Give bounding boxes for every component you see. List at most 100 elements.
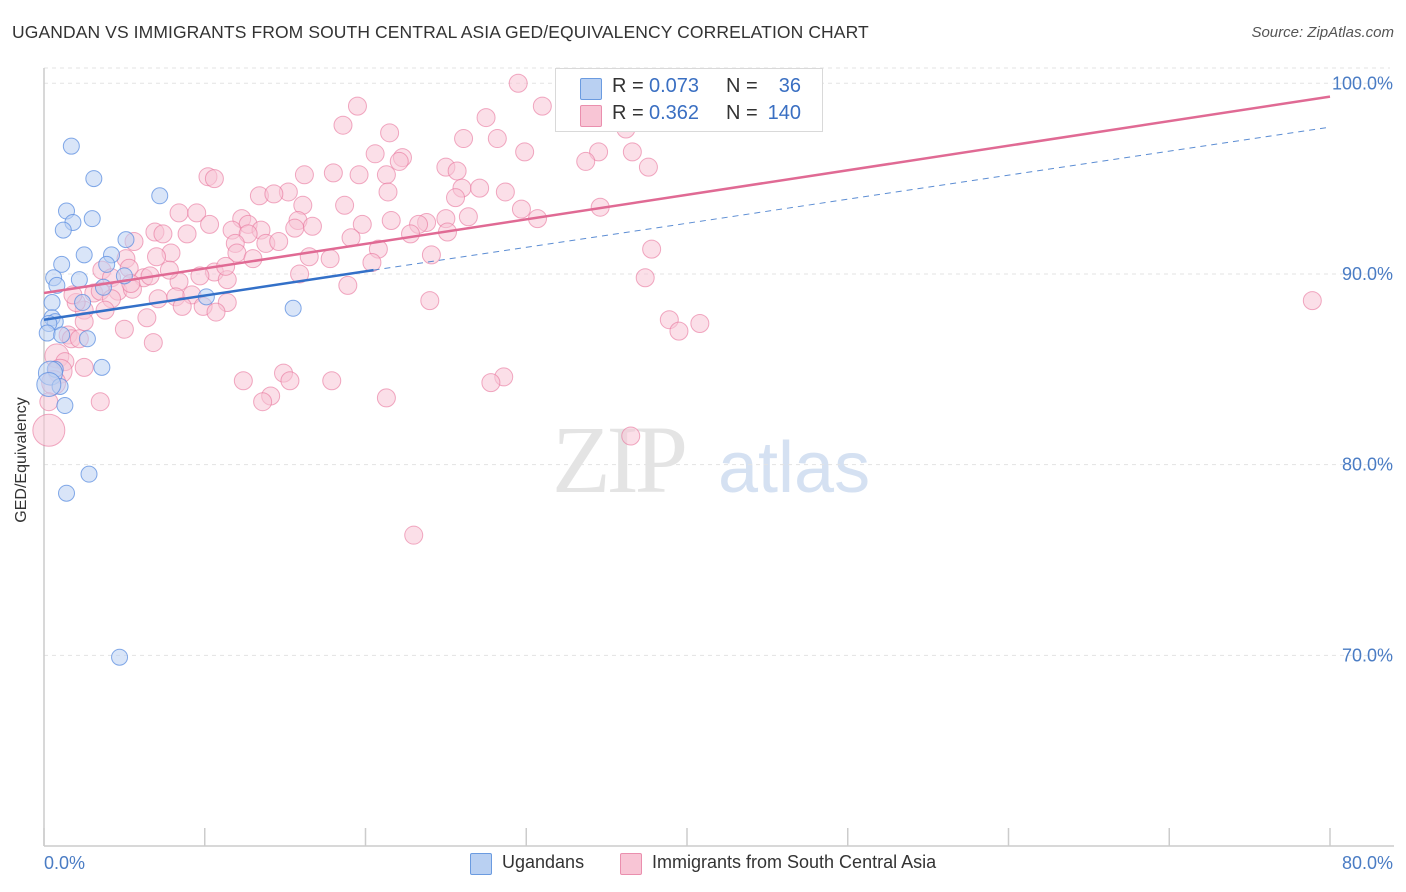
point-immigrants [114,319,134,339]
point-ugandans [94,278,112,296]
point-ugandans [56,397,74,415]
point-immigrants [487,129,507,149]
point-immigrants [190,266,210,286]
point-immigrants [290,264,310,284]
legend-n-label: N = [726,102,758,124]
legend-row-immigrants: R = 0.362 N = 140 [556,101,822,129]
point-immigrants [285,218,305,238]
point-immigrants [511,199,531,219]
legend-r-label: R = [612,102,644,124]
point-ugandans [78,330,96,348]
point-immigrants [280,371,300,391]
point-immigrants [635,268,655,288]
point-immigrants [447,161,467,181]
point-immigrants [421,245,441,265]
y-tick-label: 70.0% [1342,645,1393,665]
point-immigrants [576,151,596,171]
point-ugandans [54,221,72,239]
watermark-zip: ZIP [552,406,685,513]
point-immigrants [378,182,398,202]
legend-n-value: 36 [778,75,801,97]
point-ugandans [74,294,92,312]
point-immigrants [669,321,689,341]
point-immigrants [381,211,401,231]
point-immigrants [376,388,396,408]
point-immigrants [347,96,367,116]
legend-r-value: 0.362 [649,102,700,124]
point-immigrants [153,224,173,244]
point-ugandans [151,187,169,205]
point-immigrants [302,216,322,236]
watermark: ZIP atlas [552,406,870,513]
point-ugandans [111,648,129,666]
point-immigrants [204,169,224,189]
point-immigrants [333,115,353,135]
point-ugandans [58,484,76,502]
legend-row-ugandans: R = 0.073 N = 36 [556,74,822,102]
point-immigrants [1302,291,1322,311]
point-immigrants [253,392,273,412]
point-immigrants [335,195,355,215]
bottom-legend-swatch-blue [470,853,492,875]
point-ugandans [93,358,111,376]
point-immigrants [206,302,226,322]
trend-line-ugandans-extension [373,126,1331,271]
point-ugandans [284,299,302,317]
point-ugandans [85,170,103,188]
point-ugandans [62,137,80,155]
point-immigrants [90,392,110,412]
y-tick-label: 100.0% [1332,73,1393,93]
point-ugandans [53,326,71,344]
point-immigrants [589,142,609,162]
point-immigrants [376,165,396,185]
point-immigrants [172,296,192,316]
point-immigrants [446,188,466,208]
source-label: Source: ZipAtlas.com [1251,24,1394,41]
point-immigrants [458,207,478,227]
legend-swatch-blue [580,78,602,100]
point-immigrants [365,144,385,164]
x-tick-label: 0.0% [44,853,85,873]
trend-line-immigrants [43,95,1331,295]
point-immigrants [638,157,658,177]
point-immigrants [508,73,528,93]
bottom-legend-label: Immigrants from South Central Asia [652,852,937,872]
y-tick-label: 80.0% [1342,455,1393,475]
point-immigrants [404,525,424,545]
point-immigrants [269,232,289,252]
point-ugandans [36,372,62,398]
point-immigrants [264,184,284,204]
point-immigrants [515,142,535,162]
trend-line-ugandans [43,268,374,321]
legend-r-value: 0.073 [649,75,700,97]
bottom-legend-label: Ugandans [502,852,585,872]
point-immigrants [233,371,253,391]
y-tick-label: 90.0% [1342,264,1393,284]
point-immigrants [159,260,179,280]
grid-lines [44,67,1390,656]
point-immigrants [476,108,496,128]
point-immigrants [169,203,189,223]
trend-lines [43,95,1331,321]
chart-title: UGANDAN VS IMMIGRANTS FROM SOUTH CENTRAL… [12,22,869,42]
point-immigrants [200,214,220,234]
point-immigrants [362,253,382,272]
point-immigrants [323,163,343,183]
point-ugandans [70,271,88,289]
watermark-atlas: atlas [718,428,870,508]
point-immigrants [137,308,157,328]
bottom-legend: Ugandans Immigrants from South Central A… [0,852,1406,878]
point-immigrants [470,178,490,198]
point-immigrants [243,249,263,269]
point-ugandans [98,255,116,273]
point-immigrants [495,182,515,202]
point-immigrants [32,413,66,447]
point-ugandans [83,210,101,228]
point-immigrants [380,123,400,143]
point-ugandans [75,246,93,264]
point-immigrants [401,224,421,244]
point-immigrants [322,371,342,391]
tick-labels: 100.0% 90.0% 80.0% 70.0% 0.0% 80.0% [44,73,1393,873]
stats-legend: R = 0.073 N = 36 R = 0.362 N = 140 [555,68,823,132]
